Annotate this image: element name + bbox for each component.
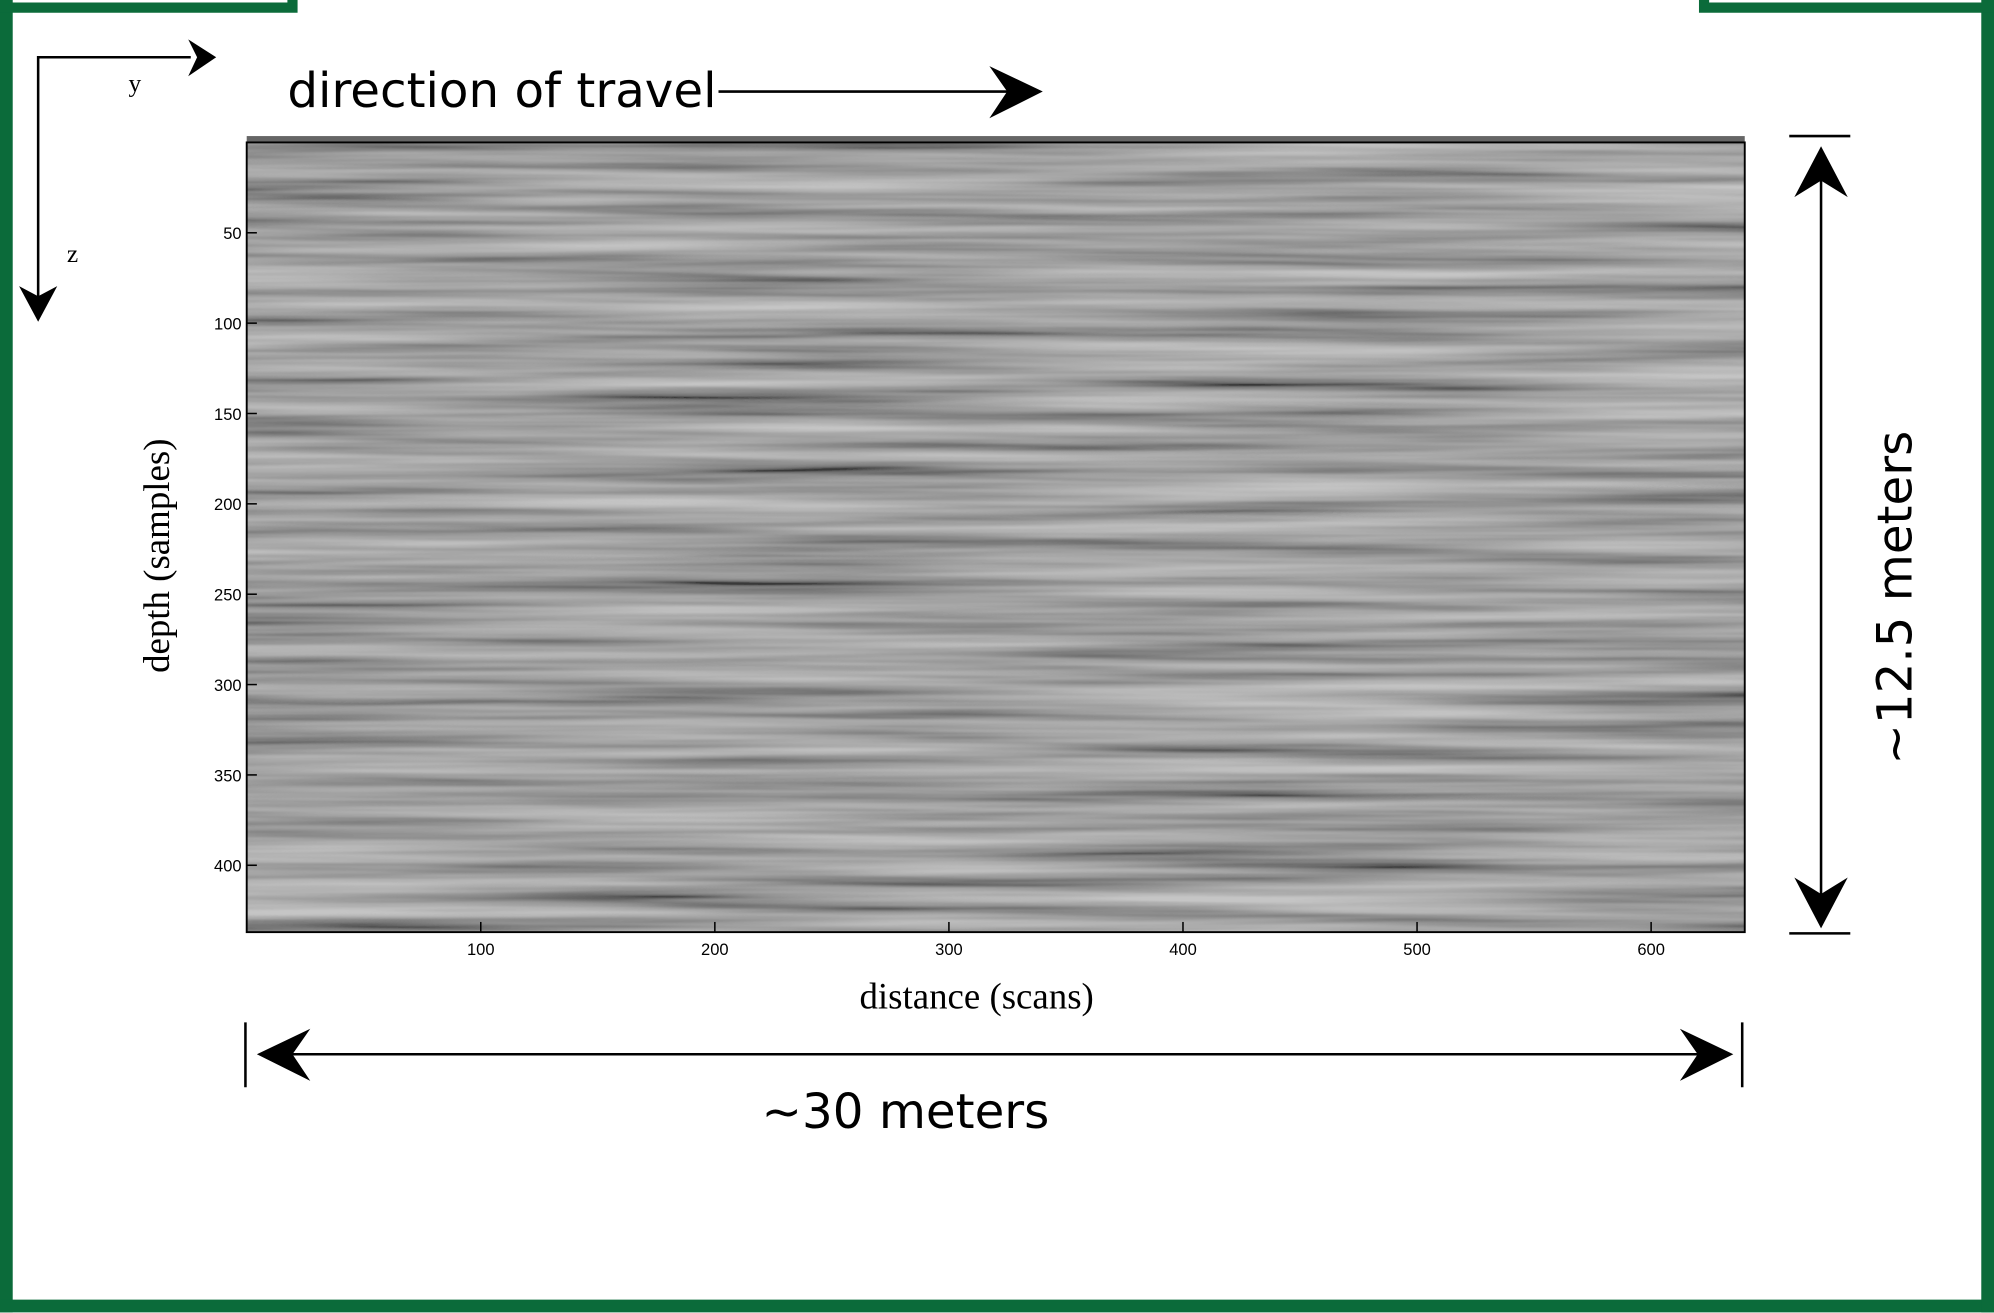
coordinate-axes xyxy=(19,39,216,321)
height-label: ~12.5 meters xyxy=(1867,431,1923,765)
radargram xyxy=(247,142,1745,932)
y-tick-label: 200 xyxy=(214,495,242,514)
x-tick-label: 300 xyxy=(935,940,963,959)
figure: 100 200 300 400 500 600 50 100 150 200 250 300 350 40… xyxy=(0,0,1994,1313)
travel-arrow xyxy=(719,66,1043,118)
x-tick-label: 100 xyxy=(467,940,495,959)
x-axis-label: distance (scans) xyxy=(859,975,1093,1017)
x-tick-label: 400 xyxy=(1169,940,1197,959)
y-tick-label: 350 xyxy=(214,766,242,785)
y-tick-label: 300 xyxy=(214,676,242,695)
y-axis-label: depth (samples) xyxy=(136,439,178,673)
y-tick-label: 50 xyxy=(223,224,241,243)
axis-z-label: z xyxy=(67,239,78,268)
x-tick-label: 200 xyxy=(701,940,729,959)
y-tick-label: 400 xyxy=(214,857,242,876)
height-arrow xyxy=(1789,136,1850,933)
axis-y-label: y xyxy=(128,69,141,98)
x-tick-label: 600 xyxy=(1637,940,1665,959)
width-arrow xyxy=(245,1022,1742,1087)
y-tick-label: 150 xyxy=(214,405,242,424)
y-tick-label: 100 xyxy=(214,314,242,333)
travel-label: direction of travel xyxy=(287,63,716,119)
y-tick-label: 250 xyxy=(214,586,242,605)
width-label: ~30 meters xyxy=(762,1084,1050,1140)
x-tick-label: 500 xyxy=(1403,940,1431,959)
